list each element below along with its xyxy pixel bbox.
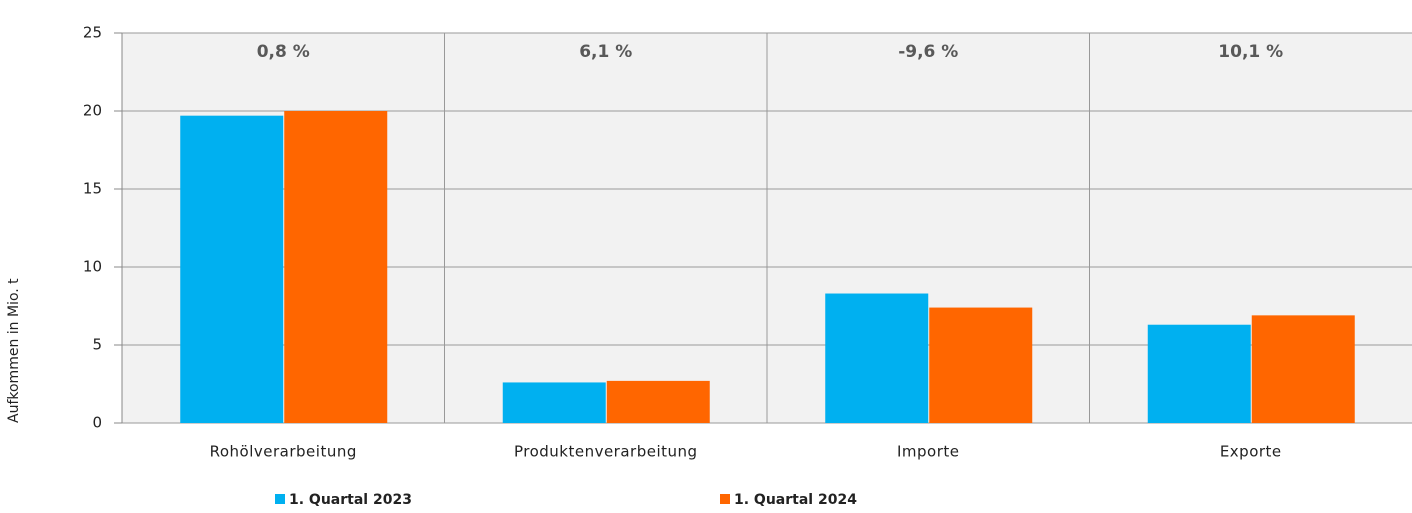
bar	[929, 307, 1033, 423]
annotation: 0,8 %	[257, 42, 310, 62]
bar	[284, 111, 388, 423]
bar	[606, 380, 710, 423]
x-tick-label: Produktenverarbeitung	[514, 443, 698, 461]
bar	[1251, 315, 1355, 423]
y-tick-label: 10	[83, 258, 102, 276]
legend-label: 1. Quartal 2023	[289, 492, 412, 508]
x-tick-label: Exporte	[1220, 443, 1282, 461]
annotation: 10,1 %	[1218, 42, 1283, 62]
bar	[180, 115, 284, 424]
y-tick-label: 15	[83, 180, 102, 198]
annotation: 6,1 %	[579, 42, 632, 62]
legend-label: 1. Quartal 2024	[734, 492, 857, 508]
legend-swatch	[275, 494, 285, 504]
x-tick-label: Rohölverarbeitung	[210, 443, 357, 461]
y-tick-label: 25	[83, 24, 102, 42]
bar	[502, 382, 606, 423]
y-tick-label: 0	[92, 414, 102, 432]
y-tick-label: 5	[92, 336, 102, 354]
bar	[1147, 324, 1251, 423]
x-tick-label: Importe	[897, 443, 960, 461]
bar	[825, 293, 929, 423]
annotation: -9,6 %	[898, 42, 958, 62]
y-tick-label: 20	[83, 102, 102, 120]
y-axis-title: Aufkommen in Mio. t	[6, 278, 22, 423]
legend-swatch	[720, 494, 730, 504]
